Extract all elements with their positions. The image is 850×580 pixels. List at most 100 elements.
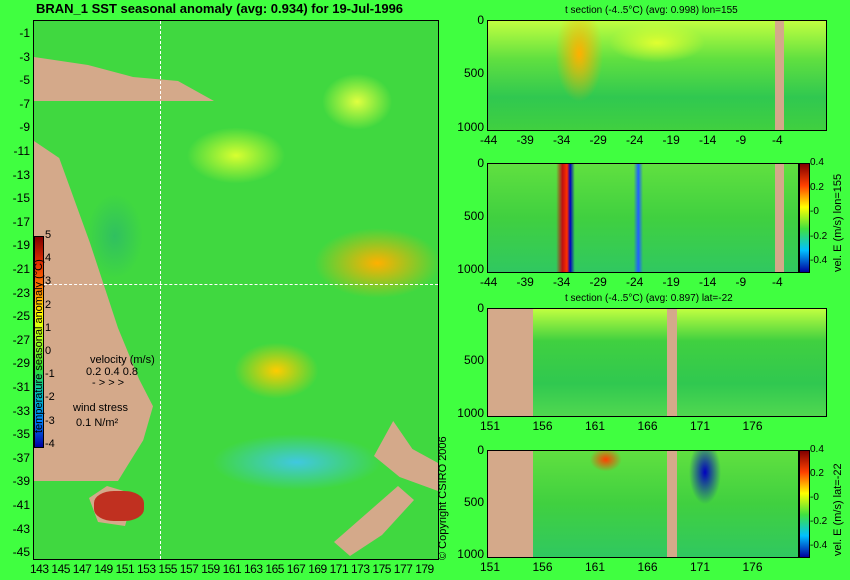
panel-y-tick: 1000 — [457, 261, 484, 276]
lat-tick: -17 — [12, 214, 30, 229]
colorbar-tick: 1 — [45, 321, 52, 334]
lon-tick: 165 — [265, 562, 284, 576]
lat-tick: -11 — [13, 144, 30, 158]
lat-tick: -41 — [12, 498, 30, 512]
panel-x-tick: 166 — [637, 560, 658, 574]
colorbar-tick: 3 — [45, 275, 52, 288]
lat-tick: -27 — [12, 332, 30, 347]
colorbar-tick: 2 — [45, 298, 52, 311]
panel-y-tick: 500 — [463, 208, 484, 223]
panel-x-tick: -34 — [553, 275, 571, 289]
wind-label: wind stress — [73, 402, 129, 414]
panel-x-tick: -39 — [516, 275, 534, 289]
panel-x-tick: 166 — [637, 419, 658, 433]
panel-vel-lon155 — [487, 163, 799, 273]
panel-x-tick: 171 — [690, 419, 711, 433]
panel-y-tick: 500 — [463, 353, 484, 368]
panel-y-tick: 1000 — [457, 546, 484, 561]
colorbar-tick: 4 — [45, 252, 52, 265]
lat-tick: -45 — [12, 545, 30, 560]
panel4-land-mid — [667, 451, 677, 557]
panel-t-lat22 — [487, 308, 827, 417]
panel-cb-tick: -0.4 — [810, 540, 828, 552]
lon-tick: 173 — [351, 562, 370, 576]
lat-tick: -39 — [12, 474, 30, 489]
panel-cb-tick: 0.4 — [810, 157, 824, 168]
panel-x-tick: -14 — [699, 133, 717, 147]
lon-tick: 155 — [158, 562, 177, 576]
colorbar-tick: -4 — [45, 437, 55, 450]
panel-x-tick: 161 — [585, 419, 606, 433]
panel-cb-tick: 0.4 — [810, 444, 824, 455]
colorbar-tick: -1 — [45, 368, 55, 381]
panel-x-tick: -44 — [480, 275, 498, 289]
panel3-title: t section (-4..5°C) (avg: 0.897) lat=-22 — [565, 293, 733, 304]
lon-tick: 143 — [30, 562, 49, 576]
panel2-side-label: vel. E (m/s) lon=155 — [832, 173, 844, 272]
velocity-label: velocity (m/s) — [90, 354, 155, 366]
lat-tick: -21 — [12, 262, 30, 276]
colorbar-tick: -3 — [45, 414, 55, 427]
lat-tick: -5 — [19, 73, 30, 88]
panel-x-tick: 161 — [585, 560, 606, 574]
land-nz-north — [374, 421, 438, 491]
lat-tick: -3 — [19, 49, 30, 64]
lat-tick: -25 — [12, 309, 30, 324]
panel-cb-tick: -0.2 — [810, 230, 828, 242]
map-title: BRAN_1 SST seasonal anomaly (avg: 0.934)… — [36, 1, 404, 16]
land-nz-south — [334, 486, 414, 556]
panel4-side-label: vel. E (m/s) lat=-22 — [832, 463, 844, 556]
panel-x-tick: -4 — [772, 133, 783, 147]
panel-x-tick: -14 — [699, 275, 717, 289]
lat-tick: -33 — [12, 403, 30, 418]
panel3-land-mid — [667, 309, 677, 416]
lat-tick: -35 — [12, 427, 30, 442]
lon-tick: 153 — [137, 562, 156, 576]
lat-tick: -31 — [12, 380, 30, 394]
lat-tick: -19 — [12, 238, 30, 253]
panel-vel-lat22 — [487, 450, 799, 558]
panel-y-tick: 0 — [477, 156, 484, 170]
panel4-land-west — [488, 451, 533, 557]
lat-tick: -13 — [12, 167, 30, 182]
colorbar-ticks: 5 4 3 2 1 0 -1 -2 -3 -4 — [45, 229, 65, 450]
panel-cb-tick: 0.2 — [810, 181, 824, 193]
lon-tick: 179 — [415, 562, 434, 576]
lon-tick: 171 — [329, 562, 349, 576]
panel-x-tick: -29 — [589, 275, 607, 289]
panel-y-tick: 1000 — [457, 119, 484, 134]
panel-x-tick: 176 — [742, 419, 763, 433]
lon-tick: 175 — [372, 562, 391, 576]
panel3-land-west — [488, 309, 533, 416]
lon-tick: 151 — [115, 562, 135, 576]
colorbar-tick: 5 — [45, 229, 52, 241]
lon-tick: 167 — [286, 562, 306, 576]
panel-x-tick: -44 — [480, 133, 498, 147]
lon-tick: 157 — [179, 562, 199, 576]
lat-tick: -29 — [12, 356, 30, 371]
panel-y-tick: 0 — [477, 443, 484, 457]
panel2-colorbar — [799, 163, 810, 273]
colorbar-tick: -2 — [45, 391, 55, 404]
panel-x-tick: 156 — [532, 560, 553, 574]
lon-tick: 149 — [94, 562, 113, 576]
lon-tick: 147 — [72, 562, 92, 576]
lat-tick: -7 — [19, 96, 30, 111]
land-png — [34, 57, 214, 101]
panel-x-tick: -34 — [553, 133, 571, 147]
panel-x-tick: -39 — [516, 133, 534, 147]
lat-tick: -1 — [19, 26, 30, 40]
panel-x-tick: 156 — [532, 419, 553, 433]
panel-y-tick: 500 — [463, 66, 484, 81]
lon-tick: 159 — [201, 562, 220, 576]
panel-cb-tick: -0.2 — [810, 516, 828, 528]
panel-x-tick: 171 — [690, 560, 711, 574]
panel-x-tick: -29 — [589, 133, 607, 147]
panel-y-tick: 0 — [477, 301, 484, 315]
velocity-values: 0.2 0.4 0.8 — [86, 366, 138, 378]
panel2-land — [775, 164, 784, 272]
sst-map: 5 4 3 2 1 0 -1 -2 -3 -4 temperature seasonal anom… — [33, 20, 439, 560]
lon-axis: 143 145 147 149 151 153 155 157 159 161 163 165 167 1… — [30, 562, 442, 580]
lon-tick: 169 — [308, 562, 327, 576]
panel-cb-tick: 0.2 — [810, 468, 824, 480]
